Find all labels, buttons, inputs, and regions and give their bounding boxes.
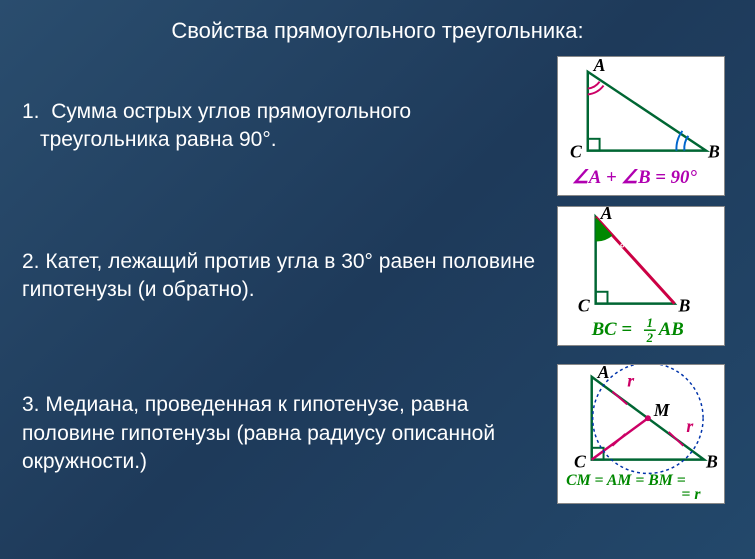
arc-b2-icon <box>676 131 682 151</box>
tick-am-icon <box>612 392 627 405</box>
formula-1: ∠A + ∠B = 90° <box>572 167 697 188</box>
property-row-2: 2. Катет, лежащий против угла в 30° раве… <box>0 206 755 346</box>
label-r2: r <box>686 416 694 436</box>
item-number: 2. <box>22 250 40 273</box>
item-text: Катет, лежащий против угла в 30° равен п… <box>22 250 535 301</box>
triangle-icon <box>588 72 706 151</box>
tick-cm-icon <box>612 434 625 446</box>
tick-mb-icon <box>669 432 684 446</box>
property-row-1: 1. Сумма острых углов прямоугольного тре… <box>0 56 755 196</box>
label-b: B <box>707 142 720 162</box>
property-text-3: 3. Медиана, проведенная к гипотенузе, ра… <box>22 391 557 476</box>
frac-bot: 2 <box>646 331 654 345</box>
point-m-icon <box>645 415 651 421</box>
property-text-1: 1. Сумма острых углов прямоугольного тре… <box>22 98 557 155</box>
item-text: Медиана, проведенная к гипотенузе, равна… <box>22 393 495 473</box>
label-m: M <box>653 400 671 420</box>
item-number: 1. <box>22 100 40 123</box>
hypotenuse-icon <box>596 217 675 304</box>
label-c3: C <box>574 452 586 472</box>
label-r1: r <box>627 371 635 391</box>
formula-2-rhs: AB <box>658 319 684 340</box>
slide-title: Свойства прямоугольного треугольника: <box>0 0 755 56</box>
angle30-label: 30° <box>606 240 625 255</box>
item-number: 3. <box>22 393 40 416</box>
figure-2: 30° A C B BC = 1 2 AB <box>557 206 725 346</box>
arc-a2-icon <box>588 86 604 95</box>
label-a: A <box>593 57 606 75</box>
formula-3: CM = AM = BM = <box>566 472 686 489</box>
item-text: Сумма острых углов прямоугольного треуго… <box>40 100 411 151</box>
figure-1: A C B ∠A + ∠B = 90° <box>557 56 725 196</box>
property-text-2: 2. Катет, лежащий против угла в 30° раве… <box>22 248 557 305</box>
arc-b-icon <box>684 136 688 151</box>
figure-3: A C B M r r CM = AM = BM = = r <box>557 364 725 504</box>
frac-top: 1 <box>647 316 653 330</box>
formula-3r: = r <box>681 486 701 503</box>
label-c2: C <box>578 295 590 315</box>
right-angle2-icon <box>596 292 608 304</box>
label-a3: A <box>597 365 610 382</box>
label-c: C <box>570 142 582 162</box>
arc-a-icon <box>588 82 600 89</box>
label-b3: B <box>705 452 718 472</box>
label-b2: B <box>677 295 690 315</box>
right-angle-icon <box>588 139 600 151</box>
label-a2: A <box>600 207 613 223</box>
property-row-3: 3. Медиана, проведенная к гипотенузе, ра… <box>0 364 755 504</box>
formula-2: BC = <box>591 319 632 340</box>
